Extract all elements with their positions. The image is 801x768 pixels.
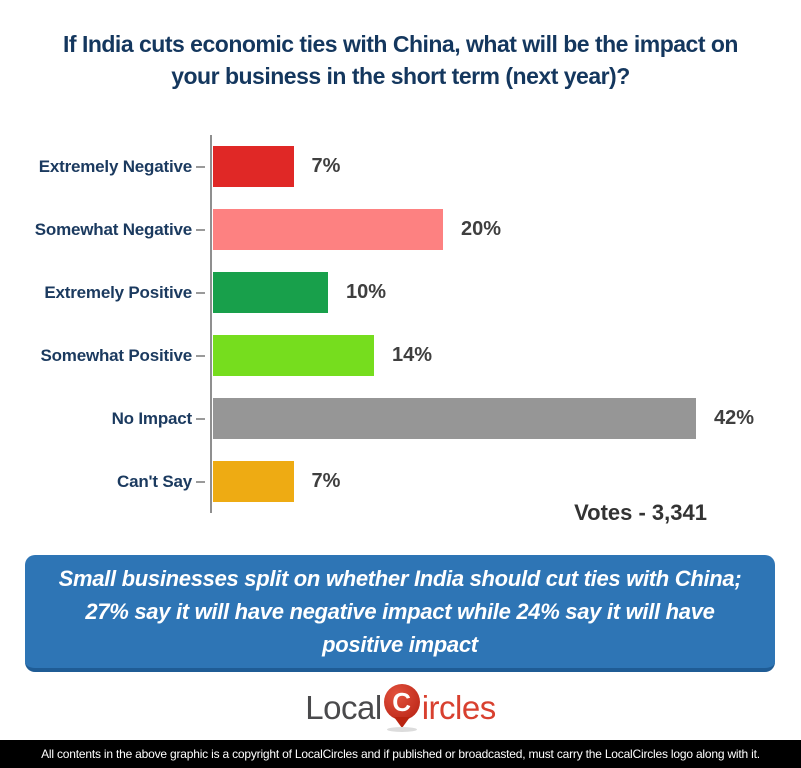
value-label-somewhat-negative: 20% (461, 218, 502, 240)
chart-row-can-t-say: Can't Say 7% (0, 461, 801, 502)
y-axis-line (210, 135, 212, 513)
pin-letter: C (392, 687, 412, 717)
bar-no-impact (213, 398, 696, 439)
summary-text: Small businesses split on whether India … (58, 566, 742, 657)
value-label-extremely-positive: 10% (346, 281, 387, 303)
axis-tick (196, 480, 205, 483)
category-label-extremely-positive: Extremely Positive (44, 282, 192, 302)
value-label-no-impact: 42% (714, 407, 755, 429)
votes-count: Votes - 3,341 (574, 500, 707, 525)
bar-can-t-say (213, 461, 294, 502)
bar-somewhat-positive (213, 335, 374, 376)
axis-tick (196, 165, 205, 168)
value-label-extremely-negative: 7% (311, 155, 341, 177)
axis-tick (196, 417, 205, 420)
chart-row-somewhat-positive: Somewhat Positive 14% (0, 335, 801, 376)
value-label-somewhat-positive: 14% (392, 344, 433, 366)
axis-tick (196, 291, 205, 294)
category-label-no-impact: No Impact (111, 408, 193, 428)
category-label-extremely-negative: Extremely Negative (38, 156, 192, 176)
pin-tail (393, 717, 410, 728)
bar-extremely-positive (213, 272, 328, 313)
category-label-can-t-say: Can't Say (117, 471, 192, 491)
chart-row-extremely-negative: Extremely Negative 7% (0, 146, 801, 187)
pin-shadow (386, 727, 417, 732)
chart-row-somewhat-negative: Somewhat Negative 20% (0, 209, 801, 250)
axis-tick (196, 228, 205, 231)
bar-extremely-negative (213, 146, 294, 187)
copyright-bar: All contents in the above graphic is a c… (0, 740, 801, 768)
localcircles-pin-icon: C (383, 684, 421, 732)
value-label-can-t-say: 7% (311, 470, 341, 492)
bar-somewhat-negative (213, 209, 443, 250)
logo-text-local: Local (305, 689, 382, 726)
category-label-somewhat-negative: Somewhat Negative (34, 219, 192, 239)
category-label-somewhat-positive: Somewhat Positive (40, 345, 192, 365)
chart-title: If India cuts economic ties with China, … (63, 31, 738, 89)
localcircles-logo: Local C ircles (0, 684, 801, 732)
chart-row-extremely-positive: Extremely Positive 10% (0, 272, 801, 313)
summary-banner: Small businesses split on whether India … (25, 555, 775, 672)
copyright-text: All contents in the above graphic is a c… (41, 747, 760, 761)
logo-text-ircles: ircles (421, 689, 497, 726)
pin-circle: C (383, 684, 420, 720)
chart-row-no-impact: No Impact 42% (0, 398, 801, 439)
axis-tick (196, 354, 205, 357)
bar-chart: Extremely Negative 7% Somewhat Negative 20%… (0, 135, 801, 513)
